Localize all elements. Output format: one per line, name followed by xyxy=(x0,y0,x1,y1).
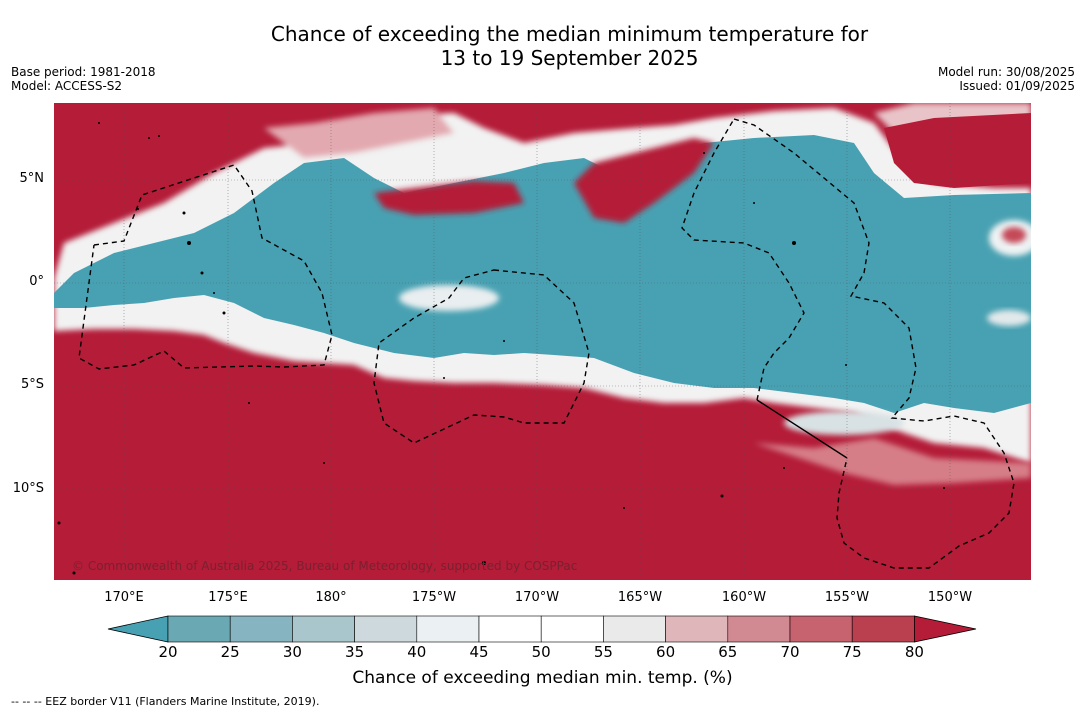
colorbar-cell xyxy=(851,615,915,643)
colorbar-cell xyxy=(665,615,729,643)
colorbar-tick-label: 65 xyxy=(718,643,738,661)
colorbar-cell xyxy=(789,615,853,643)
lat-label-0: 0° xyxy=(29,274,44,289)
base-period: Base period: 1981-2018 xyxy=(11,65,156,79)
eez-borders xyxy=(78,118,1015,569)
below-median-band xyxy=(54,135,1031,413)
model-run: Model run: 30/08/2025 xyxy=(937,65,1075,79)
meta-left: Base period: 1981-2018 Model: ACCESS-S2 xyxy=(11,65,156,93)
lat-label-10s: 10°S xyxy=(12,481,44,496)
forecast-map xyxy=(54,103,1031,580)
lat-label-5n: 5°N xyxy=(19,171,45,186)
issued-date: Issued: 01/09/2025 xyxy=(959,79,1075,93)
islands xyxy=(57,122,945,575)
title-line-1: Chance of exceeding the median minimum t… xyxy=(270,22,869,46)
colorbar-cell xyxy=(478,615,542,643)
colorbar-tick-label: 60 xyxy=(656,643,676,661)
colorbar-high-arrow xyxy=(914,615,977,643)
eez-solid-border xyxy=(756,399,848,459)
lon-label-165w: 165°W xyxy=(617,590,663,605)
colorbar-low-arrow xyxy=(107,615,169,643)
map-title: Chance of exceeding the median minimum t… xyxy=(54,22,1085,70)
lon-label-175e: 175°E xyxy=(208,590,248,605)
lon-label-150w: 150°W xyxy=(927,590,973,605)
copyright-text: © Commonwealth of Australia 2025, Bureau… xyxy=(72,559,578,573)
colorbar-tick-label: 35 xyxy=(345,643,365,661)
lat-label-5s: 5°S xyxy=(20,377,44,392)
title-line-2: 13 to 19 September 2025 xyxy=(440,46,699,70)
colorbar-tick-label: 50 xyxy=(531,643,551,661)
lon-label-160w: 160°W xyxy=(721,590,767,605)
colorbar-cell xyxy=(416,615,480,643)
colorbar-tick-label: 70 xyxy=(780,643,800,661)
model-name: Model: ACCESS-S2 xyxy=(11,79,123,93)
colorbar-tick-label: 75 xyxy=(842,643,862,661)
colorbar-cell xyxy=(354,615,418,643)
colorbar-tick-label: 20 xyxy=(158,643,178,661)
colorbar-tick-label: 30 xyxy=(282,643,302,661)
lon-label-180: 180° xyxy=(315,590,347,605)
colorbar-tick-label: 55 xyxy=(593,643,613,661)
lon-label-175w: 175°W xyxy=(411,590,457,605)
colorbar-cell xyxy=(727,615,791,643)
meta-right: Model run: 30/08/2025 Issued: 01/09/2025 xyxy=(938,65,1075,93)
colorbar-cell xyxy=(167,615,231,643)
eez-legend: -- -- -- EEZ border V11 (Flanders Marine… xyxy=(11,695,320,708)
colorbar-label: Chance of exceeding median min. temp. (%… xyxy=(352,668,733,688)
colorbar xyxy=(107,615,977,643)
colorbar-tick-label: 80 xyxy=(904,643,924,661)
colorbar-tick-label: 25 xyxy=(220,643,240,661)
lon-label-170e: 170°E xyxy=(104,590,144,605)
colorbar-tick-label: 40 xyxy=(407,643,427,661)
colorbar-tick-label: 45 xyxy=(469,643,489,661)
lon-label-170w: 170°W xyxy=(514,590,560,605)
colorbar-cell xyxy=(229,615,293,643)
lon-label-155w: 155°W xyxy=(824,590,870,605)
colorbar-cell xyxy=(603,615,666,643)
colorbar-cell xyxy=(540,615,604,643)
grid-lines xyxy=(54,103,1031,580)
colorbar-cell xyxy=(292,615,355,643)
